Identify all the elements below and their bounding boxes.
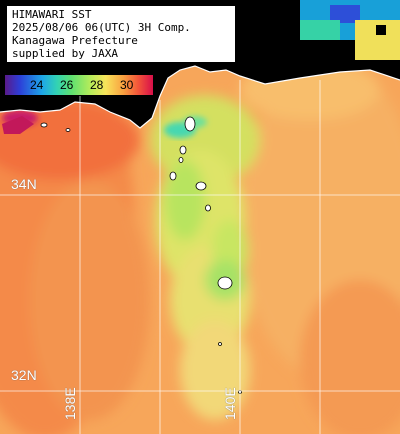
coastline (0, 65, 400, 129)
legend-tick-30: 30 (120, 78, 134, 92)
legend-tick-26: 26 (60, 78, 74, 92)
title-line-4: supplied by JAXA (12, 47, 118, 60)
lon-label-140e: 140E (222, 387, 238, 420)
lat-label-32n: 32N (11, 367, 37, 383)
tokyo-bay-data (300, 0, 400, 60)
lat-label-34n: 34N (11, 176, 37, 192)
legend-tick-28: 28 (90, 78, 104, 92)
title-line-1: HIMAWARI SST (12, 8, 92, 21)
izu-islands (40, 116, 242, 394)
warm-coastal-spot (2, 116, 34, 134)
map-title-box: HIMAWARI SST 2025/08/06 06(UTC) 3H Comp. K… (6, 5, 236, 63)
legend-tick-24: 24 (30, 78, 44, 92)
graticule (0, 80, 400, 434)
lon-label-138e: 138E (62, 387, 78, 420)
title-line-2: 2025/08/06 06(UTC) 3H Comp. (12, 21, 191, 34)
title-line-3: Kanagawa Prefecture (12, 34, 138, 47)
color-scale-legend: 24 26 28 30 (4, 74, 154, 96)
